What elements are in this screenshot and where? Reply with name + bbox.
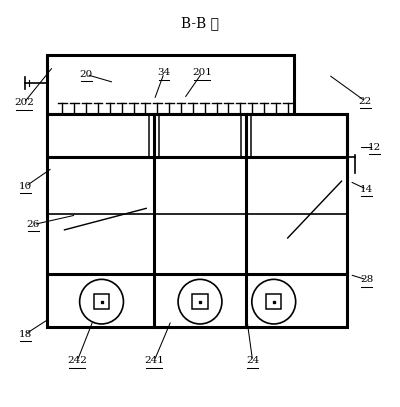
Text: 34: 34 — [158, 68, 171, 77]
Bar — [46, 114, 348, 327]
Text: 14: 14 — [360, 185, 373, 194]
Text: 22: 22 — [359, 97, 372, 106]
Bar — [46, 55, 294, 114]
Text: 20: 20 — [80, 70, 93, 79]
Text: 12: 12 — [368, 143, 381, 152]
Text: 242: 242 — [67, 357, 87, 365]
Text: 28: 28 — [360, 275, 373, 284]
Text: 10: 10 — [19, 182, 32, 191]
Bar — [94, 294, 109, 309]
Text: 26: 26 — [27, 220, 40, 229]
Text: 24: 24 — [246, 357, 259, 365]
Text: 201: 201 — [192, 68, 212, 77]
Bar — [266, 294, 281, 309]
Text: 18: 18 — [19, 330, 32, 339]
Text: 241: 241 — [144, 357, 164, 365]
Text: 202: 202 — [14, 98, 34, 107]
Text: B-B 向: B-B 向 — [181, 16, 219, 30]
Bar — [192, 294, 208, 309]
